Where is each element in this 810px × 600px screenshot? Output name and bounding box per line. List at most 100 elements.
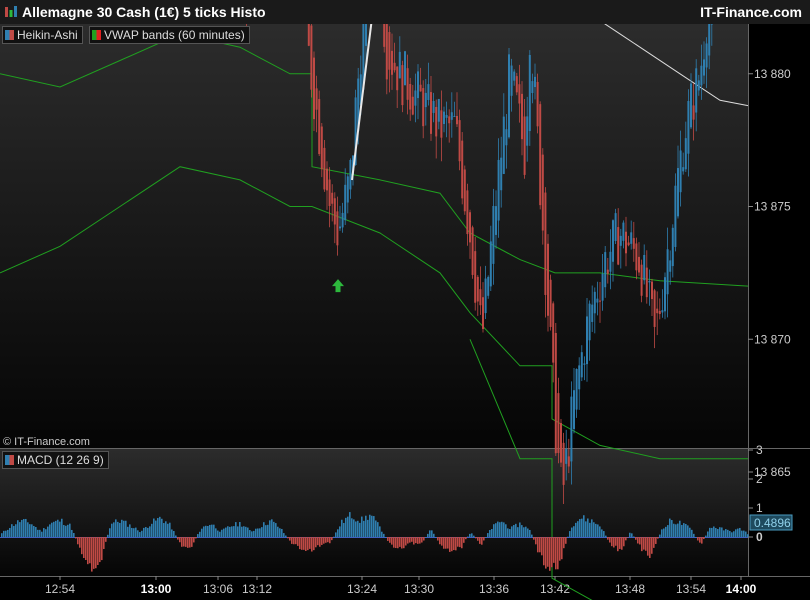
macd-bar [247,527,249,537]
macd-tick-label: 1 [756,501,763,515]
macd-bar [63,525,65,537]
candle-body [463,169,466,212]
candle-body [492,205,495,264]
macd-bar [741,530,743,537]
macd-bar [297,537,299,546]
macd-bar [545,537,547,569]
legend-heikin-ashi[interactable]: Heikin-Ashi [2,26,83,44]
macd-bar [119,522,121,537]
macd-bar [103,537,105,549]
macd-bar [363,520,365,537]
candle-body [531,81,534,94]
macd-bar [319,537,321,547]
time-tick-label: 13:54 [676,582,706,596]
macd-bar [61,518,63,537]
macd-bar [251,531,253,537]
macd-bar [463,537,465,543]
macd-bar [501,521,503,537]
candle-body [479,289,482,306]
macd-bar [457,537,459,547]
legend-macd-label: MACD (12 26 9) [17,453,104,467]
macd-bar [349,512,351,537]
macd-bar [559,537,561,561]
candle-body [401,65,404,106]
macd-bar [607,537,609,540]
macd-bar [235,522,237,537]
candle-body [679,150,682,193]
macd-bar [9,527,11,537]
macd-bar [291,537,293,544]
candle-body [414,90,417,106]
candle-body [515,76,518,93]
candle-body [586,316,588,365]
candle-body [432,101,435,113]
macd-bar [609,537,611,543]
candle-body [557,393,560,453]
candle-body [541,154,544,231]
macd-bar [205,525,207,537]
macd-bar [167,523,169,537]
candle-body [617,227,620,265]
legend-heikin-label: Heikin-Ashi [17,28,78,42]
macd-bar [673,523,675,537]
macd-bar [567,536,569,538]
legend-macd[interactable]: MACD (12 26 9) [2,451,109,469]
brand-label[interactable]: IT-Finance.com [700,4,802,20]
macd-bar [681,524,683,537]
macd-bar [285,535,287,537]
macd-bar [557,537,559,570]
candle-body [474,251,477,303]
candle-body [448,116,451,124]
macd-bar [465,537,467,540]
candle-body [671,227,674,267]
macd-bar [53,521,55,537]
macd-bar [375,520,377,537]
macd-bar [721,527,723,537]
candle-body [476,276,479,302]
macd-bar [15,524,17,537]
macd-bar [573,526,575,537]
macd-bar [715,528,717,537]
macd-bar [643,537,645,550]
macd-bar [571,527,573,537]
macd-bar [635,537,637,540]
macd-bar [81,537,83,555]
macd-bar [519,522,521,537]
candle-body [687,101,690,154]
macd-bar [203,526,205,537]
candle-body [708,0,711,56]
macd-bar [73,532,75,537]
macd-bar [173,530,175,537]
macd-bar [619,537,621,549]
candle-body [627,242,630,246]
candle-body [487,276,490,296]
macd-bar [481,537,483,545]
macd-bar [301,537,303,550]
macd-bar [95,537,97,569]
macd-bar [231,526,233,537]
candle-body [328,179,331,206]
candle-body [700,65,703,86]
candle-body [622,222,625,241]
macd-bar [551,537,553,568]
macd-bar [233,526,235,537]
candle-body [502,116,505,174]
candle-body [591,304,594,322]
macd-panel-bg [0,449,748,576]
macd-bar [275,523,277,537]
macd-bar [211,524,213,537]
macd-bar [653,537,655,548]
macd-bar [667,525,669,537]
candle-body [310,25,313,90]
macd-bar [601,529,603,537]
macd-bar [183,537,185,547]
macd-bar [359,522,361,537]
macd-bar [313,537,315,551]
macd-bar [243,526,245,537]
candle-body [705,43,708,68]
macd-bar [139,532,141,537]
macd-bar [123,520,125,537]
macd-bar [85,537,87,560]
legend-vwap-bands[interactable]: VWAP bands (60 minutes) [89,26,250,44]
